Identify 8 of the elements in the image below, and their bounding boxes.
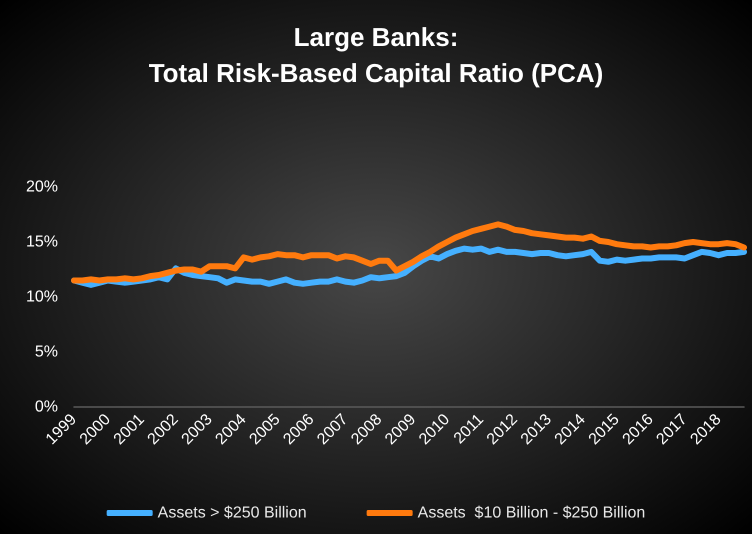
chart-title: Large Banks: Total Risk-Based Capital Ratio (PCA) bbox=[148, 22, 604, 88]
y-tick-label: 10% bbox=[26, 288, 58, 306]
y-tick-label: 15% bbox=[26, 234, 58, 250]
y-tick-label: 20% bbox=[26, 178, 58, 196]
y-tick-label: 5% bbox=[34, 344, 58, 360]
legend-label: Assets $10 Billion - $250 Billion bbox=[418, 504, 646, 522]
legend-label: Assets > $250 Billion bbox=[158, 504, 307, 522]
y-tick-label: 0% bbox=[34, 398, 58, 416]
